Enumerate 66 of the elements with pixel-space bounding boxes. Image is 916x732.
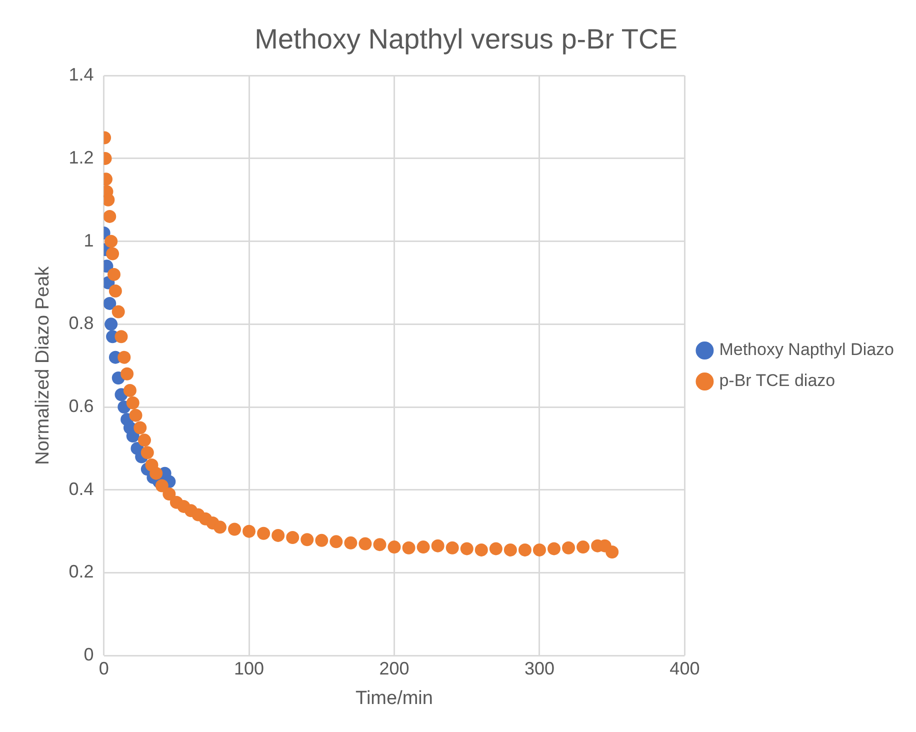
x-axis-title: Time/min	[356, 688, 433, 709]
point	[104, 234, 118, 248]
chart-title: Methoxy Napthyl versus p-Br TCE	[254, 24, 678, 55]
point	[272, 528, 285, 542]
legend-label: Methoxy Napthyl Diazo	[719, 340, 894, 360]
point	[402, 541, 416, 554]
point	[548, 542, 561, 556]
point	[518, 543, 532, 556]
point	[460, 542, 474, 556]
point	[474, 543, 488, 556]
point	[150, 466, 163, 480]
x-tick-label: 100	[234, 658, 264, 678]
point	[562, 541, 576, 554]
y-tick-label: 0	[84, 644, 94, 665]
point	[126, 396, 140, 410]
point	[315, 534, 328, 547]
point	[162, 488, 176, 501]
legend-label: p-Br TCE diazo	[719, 371, 836, 390]
point	[504, 543, 517, 556]
point	[300, 533, 314, 546]
y-axis-title: Normalized Diazo Peak	[32, 266, 54, 465]
point	[388, 540, 401, 554]
point	[344, 536, 358, 550]
x-tick-label: 0	[98, 658, 109, 678]
point	[104, 210, 116, 223]
point	[576, 540, 590, 554]
point	[286, 531, 300, 544]
point	[120, 367, 134, 380]
point	[107, 268, 120, 281]
point	[606, 546, 619, 559]
point	[140, 446, 154, 460]
point	[134, 421, 147, 434]
point	[489, 542, 502, 556]
point	[126, 430, 140, 443]
point	[108, 284, 122, 298]
point	[104, 296, 116, 310]
point	[330, 535, 343, 548]
y-tick-label: 0.2	[68, 562, 94, 582]
point	[373, 538, 386, 552]
y-tick-label: 1.4	[68, 64, 94, 85]
x-tick-label: 400	[670, 658, 700, 678]
point	[138, 434, 151, 447]
x-tick-label: 200	[379, 658, 410, 678]
point	[112, 305, 125, 318]
point	[416, 540, 430, 554]
y-tick-label: 0.4	[68, 478, 94, 499]
point	[358, 537, 372, 550]
y-tick-label: 1	[84, 230, 94, 250]
y-tick-label: 1.2	[68, 147, 94, 168]
point	[446, 541, 459, 554]
point	[155, 479, 168, 492]
point	[118, 350, 131, 364]
point	[431, 539, 444, 552]
point	[123, 384, 136, 397]
point	[106, 247, 120, 260]
point	[532, 543, 546, 556]
point	[257, 526, 270, 540]
y-tick-label: 0.6	[68, 396, 94, 416]
y-tick-label: 0.8	[68, 313, 94, 334]
point	[114, 330, 128, 344]
point	[242, 524, 256, 538]
point	[104, 318, 118, 331]
point	[228, 522, 242, 536]
point	[214, 520, 226, 534]
point	[129, 408, 142, 422]
x-tick-label: 300	[524, 658, 555, 678]
